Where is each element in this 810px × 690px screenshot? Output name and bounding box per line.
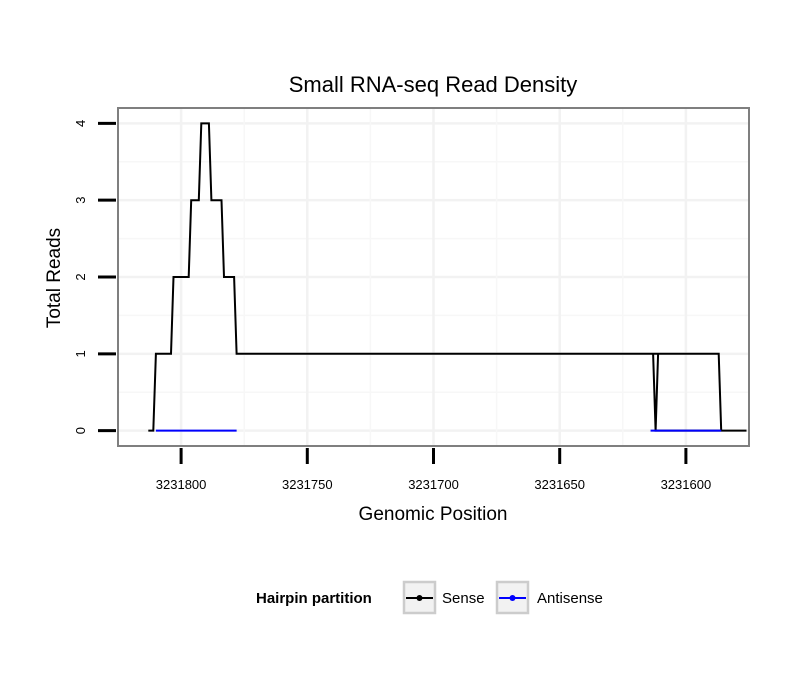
x-tick-label: 3231650 (534, 477, 585, 492)
y-axis: 0 1 2 3 4 (73, 120, 116, 434)
plot-panel-border (117, 107, 750, 447)
x-tick-label: 3231600 (661, 477, 712, 492)
series-layer (148, 122, 747, 432)
x-tick-label: 3231700 (408, 477, 459, 492)
x-axis: 3231800 3231750 3231700 3231650 3231600 (156, 448, 711, 492)
x-tick-label: 3231750 (282, 477, 333, 492)
legend-point-sense (416, 595, 423, 601)
y-tick-label: 3 (73, 197, 88, 204)
x-axis-title: Genomic Position (359, 504, 508, 525)
legend-label-antisense: Antisense (537, 590, 603, 607)
y-tick-label: 2 (73, 273, 88, 280)
x-tick-label: 3231800 (156, 477, 207, 492)
legend-label-sense: Sense (442, 590, 485, 607)
chart-title: Small RNA-seq Read Density (289, 72, 578, 97)
legend: Hairpin partition Sense Antisense (256, 580, 603, 615)
y-tick-label: 0 (73, 427, 88, 434)
legend-point-antisense (509, 595, 516, 601)
y-tick-label: 4 (73, 120, 88, 127)
legend-item-antisense: Antisense (495, 580, 603, 615)
series-line-sense (148, 122, 747, 432)
legend-title: Hairpin partition (256, 590, 372, 607)
y-axis-title: Total Reads (44, 228, 65, 328)
legend-item-sense: Sense (402, 580, 485, 615)
y-tick-label: 1 (73, 350, 88, 357)
